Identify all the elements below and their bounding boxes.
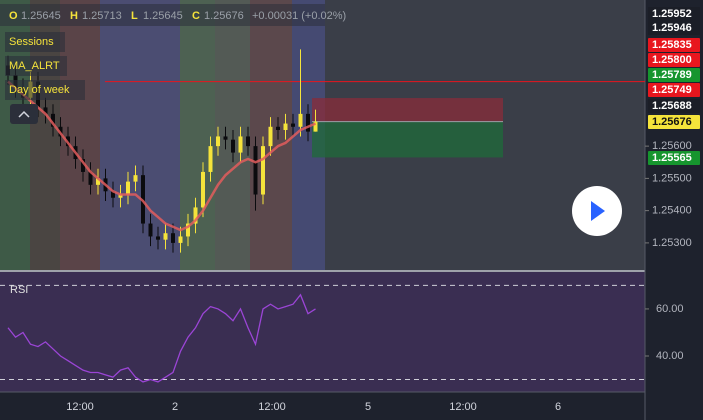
price-tag-label: 1.25952 bbox=[652, 8, 692, 20]
time-label: 12:00 bbox=[258, 401, 286, 413]
price-tag-label: 1.25688 bbox=[652, 100, 692, 112]
candle-body bbox=[88, 171, 93, 185]
price-tag bbox=[648, 21, 700, 35]
stop-zone bbox=[312, 98, 503, 122]
rsi-pane bbox=[0, 272, 645, 392]
collapse-button[interactable] bbox=[10, 104, 38, 124]
time-axis bbox=[0, 392, 645, 420]
time-label: 6 bbox=[555, 401, 561, 413]
candle-body bbox=[156, 236, 160, 240]
price-tag-label: 1.25946 bbox=[652, 22, 692, 34]
candle-body bbox=[208, 146, 213, 172]
price-tag-label: 1.25835 bbox=[652, 39, 692, 51]
price-tag-label: 1.25789 bbox=[652, 69, 692, 81]
indicator-bg bbox=[5, 32, 65, 52]
candle-body bbox=[268, 126, 273, 147]
candle-body bbox=[148, 223, 153, 237]
legend-key: H bbox=[70, 10, 78, 22]
candle-body bbox=[178, 236, 183, 243]
candle-body bbox=[118, 194, 123, 198]
price-tag-label: 1.25800 bbox=[652, 54, 692, 66]
candle-body bbox=[223, 136, 228, 140]
candle-body bbox=[81, 159, 85, 172]
price-tick-label: 1.25600 bbox=[652, 140, 692, 152]
candle-body bbox=[186, 223, 190, 237]
play-icon bbox=[591, 201, 605, 221]
candle-body bbox=[306, 113, 310, 132]
time-label: 12:00 bbox=[66, 401, 94, 413]
rsi-line bbox=[7, 293, 316, 383]
candle-body bbox=[291, 123, 295, 127]
indicator-label: Day of week bbox=[9, 84, 70, 96]
session-band bbox=[100, 0, 180, 270]
candle-body bbox=[231, 139, 235, 153]
target-zone bbox=[312, 121, 503, 158]
indicator-bg bbox=[5, 80, 85, 100]
ma-line bbox=[7, 80, 316, 232]
candle-body bbox=[246, 136, 250, 147]
legend-key: L bbox=[131, 10, 138, 22]
candle-body bbox=[201, 171, 205, 208]
candle-body bbox=[253, 146, 258, 195]
candle-body bbox=[238, 136, 243, 153]
legend-value: 1.25676 bbox=[204, 10, 244, 22]
legend-key: O bbox=[9, 10, 18, 22]
legend-value: 1.25645 bbox=[21, 10, 61, 22]
price-tag bbox=[648, 68, 700, 82]
legend-bg bbox=[0, 4, 325, 26]
price-tag bbox=[648, 53, 700, 67]
indicator-label: Sessions bbox=[9, 36, 54, 48]
candle-body bbox=[51, 113, 55, 127]
rsi-tick-label: 60.00 bbox=[656, 303, 684, 315]
rsi-label: RSI bbox=[10, 284, 28, 296]
legend-value: 1.25645 bbox=[143, 10, 183, 22]
candle-body bbox=[298, 113, 303, 127]
legend-value: 1.25713 bbox=[82, 10, 122, 22]
price-tag-label: 1.25749 bbox=[652, 84, 692, 96]
candle-body bbox=[261, 146, 265, 195]
indicator-bg bbox=[5, 56, 67, 76]
time-label: 2 bbox=[172, 401, 178, 413]
rsi-tick-label: 40.00 bbox=[656, 350, 684, 362]
price-tick-label: 1.25300 bbox=[652, 237, 692, 249]
candle-body bbox=[96, 178, 100, 185]
indicator-label: MA_ALRT bbox=[9, 60, 60, 72]
candle-body bbox=[163, 233, 168, 240]
legend-key: C bbox=[192, 10, 200, 22]
candle-body bbox=[171, 233, 175, 243]
candle-body bbox=[276, 126, 280, 130]
candle-body bbox=[216, 136, 220, 147]
candle-body bbox=[111, 191, 115, 198]
session-band bbox=[60, 0, 100, 270]
time-label: 5 bbox=[365, 401, 371, 413]
price-tick-label: 1.25400 bbox=[652, 205, 692, 217]
legend-change: +0.00031 (+0.02%) bbox=[252, 10, 346, 22]
candle-body bbox=[133, 175, 138, 182]
price-tag bbox=[648, 38, 700, 52]
price-tag-label: 1.25565 bbox=[652, 152, 692, 164]
price-tag bbox=[648, 83, 700, 97]
time-label: 12:00 bbox=[449, 401, 477, 413]
price-tag bbox=[648, 99, 700, 113]
price-tag-label: 1.25676 bbox=[652, 116, 692, 128]
candle-body bbox=[193, 207, 198, 224]
price-tag bbox=[648, 115, 700, 129]
price-tag bbox=[648, 7, 700, 21]
candle-body bbox=[43, 107, 48, 114]
collapse-icon bbox=[18, 110, 30, 118]
candle-body bbox=[126, 181, 130, 195]
price-tick-label: 1.25500 bbox=[652, 172, 692, 184]
candle-body bbox=[313, 121, 318, 132]
session-band bbox=[180, 0, 215, 270]
candle-body bbox=[283, 123, 288, 130]
price-tag bbox=[648, 151, 700, 165]
